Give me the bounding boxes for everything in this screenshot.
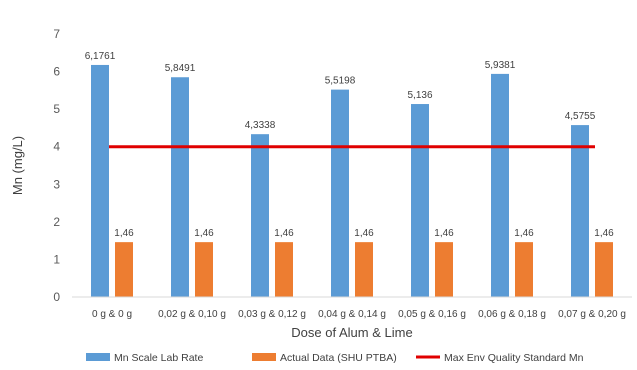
bar (515, 242, 533, 297)
bar (571, 125, 589, 298)
x-axis-title: Dose of Alum & Lime (291, 325, 412, 340)
y-tick-label: 1 (53, 252, 60, 266)
bar (251, 134, 269, 297)
data-label: 4,5755 (565, 111, 596, 122)
legend-swatch-mn-scale-lab-rate (86, 353, 110, 361)
data-label: 5,5198 (325, 76, 356, 87)
x-tick-label: 0,04 g & 0,14 g (318, 309, 386, 320)
bars (91, 64, 613, 298)
bar (115, 242, 133, 297)
data-label: 6,1761 (85, 51, 116, 62)
data-label: 1,46 (114, 228, 134, 239)
y-axis-title: Mn (mg/L) (10, 136, 25, 195)
bar (195, 242, 213, 297)
legend-label-mn-scale-lab-rate: Mn Scale Lab Rate (114, 352, 203, 364)
data-label: 1,46 (194, 228, 214, 239)
y-tick-label: 5 (53, 102, 60, 116)
legend-label-actual-data: Actual Data (SHU PTBA) (280, 352, 397, 364)
y-axis-ticks: 0 1 2 3 4 5 6 7 (53, 27, 60, 304)
data-label: 1,46 (594, 228, 614, 239)
y-tick-label: 3 (53, 177, 60, 191)
x-tick-label: 0 g & 0 g (92, 309, 132, 320)
data-label: 5,8491 (165, 63, 196, 74)
y-tick-label: 6 (53, 65, 60, 79)
data-label: 5,9381 (485, 60, 516, 71)
x-tick-label: 0,06 g & 0,18 g (478, 309, 546, 320)
bar (355, 242, 373, 297)
data-label: 5,136 (407, 90, 432, 101)
x-axis-ticks: 0 g & 0 g 0,02 g & 0,10 g 0,03 g & 0,12 g 0… (92, 309, 626, 320)
y-tick-label: 7 (53, 27, 60, 41)
data-label: 1,46 (514, 228, 534, 239)
data-label: 1,46 (274, 228, 294, 239)
legend: Mn Scale Lab Rate Actual Data (SHU PTBA)… (86, 352, 584, 364)
y-tick-label: 4 (53, 140, 60, 154)
data-label: 4,3338 (245, 120, 276, 131)
y-tick-label: 2 (53, 215, 60, 229)
bar (491, 73, 509, 298)
bar (91, 64, 109, 297)
bar (275, 242, 293, 297)
legend-label-max-standard: Max Env Quality Standard Mn (444, 352, 584, 364)
x-tick-label: 0,02 g & 0,10 g (158, 309, 226, 320)
bar (411, 104, 429, 297)
y-tick-label: 0 (53, 290, 60, 304)
bar (435, 242, 453, 297)
x-tick-label: 0,05 g & 0,16 g (398, 309, 466, 320)
data-labels: 6,1761 5,8491 4,3338 5,5198 5,136 5,9381 4,575… (85, 51, 614, 239)
legend-swatch-actual-data (252, 353, 276, 361)
bar (331, 89, 349, 298)
data-label: 1,46 (434, 228, 454, 239)
x-tick-label: 0,03 g & 0,12 g (238, 309, 306, 320)
x-tick-label: 0,07 g & 0,20 g (558, 309, 626, 320)
data-label: 1,46 (354, 228, 374, 239)
bar (595, 242, 613, 297)
bar (171, 77, 189, 297)
